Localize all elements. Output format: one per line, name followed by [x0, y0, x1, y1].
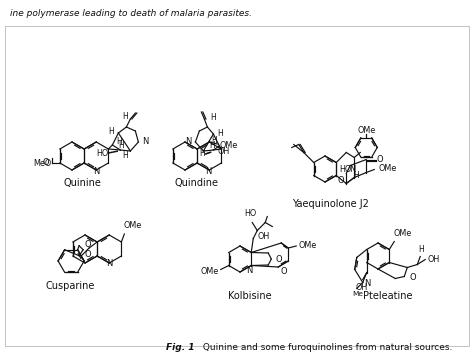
Text: O: O — [409, 273, 416, 282]
Text: O: O — [85, 240, 91, 249]
Text: N: N — [246, 266, 253, 275]
Text: H: H — [419, 245, 424, 253]
Bar — [5, 26, 469, 346]
Text: Kolbisine: Kolbisine — [228, 291, 272, 301]
Text: H: H — [118, 141, 124, 150]
Text: OMe: OMe — [378, 164, 397, 173]
Text: N: N — [185, 136, 191, 146]
Text: O: O — [85, 250, 91, 259]
Text: Fig. 1: Fig. 1 — [166, 343, 194, 352]
Text: HO: HO — [339, 165, 351, 174]
Text: H: H — [200, 150, 205, 158]
Text: OH: OH — [427, 255, 439, 264]
Text: O: O — [43, 158, 49, 167]
Text: MeO: MeO — [34, 158, 52, 167]
Text: O: O — [280, 266, 287, 276]
Text: Pteleatine: Pteleatine — [363, 291, 413, 301]
Text: OMe: OMe — [357, 126, 375, 135]
Text: H: H — [210, 113, 216, 122]
Text: Quinine and some furoquinolines from natural sources.: Quinine and some furoquinolines from nat… — [200, 343, 452, 352]
Text: HO: HO — [244, 210, 256, 218]
Text: H: H — [210, 141, 215, 150]
Text: N: N — [93, 166, 100, 175]
Text: H: H — [218, 128, 223, 138]
Text: N: N — [349, 165, 356, 174]
Text: H: H — [123, 112, 128, 121]
Text: Cusparine: Cusparine — [46, 281, 95, 291]
Text: N: N — [106, 260, 112, 269]
Text: Quindine: Quindine — [175, 178, 219, 188]
Text: OMe: OMe — [393, 229, 411, 237]
Text: N: N — [142, 136, 149, 146]
Text: OH: OH — [356, 282, 368, 292]
Text: O: O — [338, 176, 345, 185]
Text: H: H — [211, 136, 217, 145]
Text: Me: Me — [352, 292, 363, 297]
Text: O: O — [275, 254, 282, 264]
Text: OMe: OMe — [123, 221, 142, 230]
Text: OMe: OMe — [201, 267, 219, 276]
Text: N: N — [205, 166, 211, 175]
Text: HO: HO — [96, 149, 109, 158]
Text: H: H — [122, 150, 128, 159]
Text: H: H — [109, 127, 114, 136]
Text: ine polymerase leading to death of malaria parasites.: ine polymerase leading to death of malar… — [10, 9, 252, 18]
Text: Yaequinolone J2: Yaequinolone J2 — [292, 199, 368, 209]
Text: N: N — [364, 279, 370, 288]
Text: OH: OH — [257, 232, 270, 241]
Text: Quinine: Quinine — [63, 178, 101, 188]
Text: H: H — [354, 171, 359, 180]
Text: OMe: OMe — [298, 241, 317, 250]
Text: OH: OH — [218, 147, 229, 157]
Text: H: H — [117, 137, 122, 146]
Text: OMe: OMe — [219, 141, 237, 150]
Text: O: O — [377, 155, 383, 164]
